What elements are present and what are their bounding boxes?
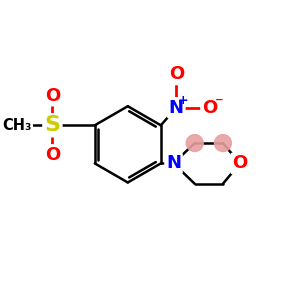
Circle shape: [186, 135, 203, 152]
Text: CH₃: CH₃: [2, 118, 32, 133]
Text: N: N: [166, 154, 181, 172]
Text: +: +: [177, 94, 188, 107]
Text: O: O: [232, 154, 248, 172]
Text: O: O: [45, 87, 60, 105]
Text: O: O: [169, 65, 184, 83]
Text: O: O: [45, 146, 60, 164]
Text: S: S: [44, 115, 60, 135]
Circle shape: [214, 135, 231, 152]
Text: O: O: [202, 99, 217, 117]
Text: ⁻: ⁻: [215, 94, 224, 112]
Text: N: N: [169, 99, 184, 117]
